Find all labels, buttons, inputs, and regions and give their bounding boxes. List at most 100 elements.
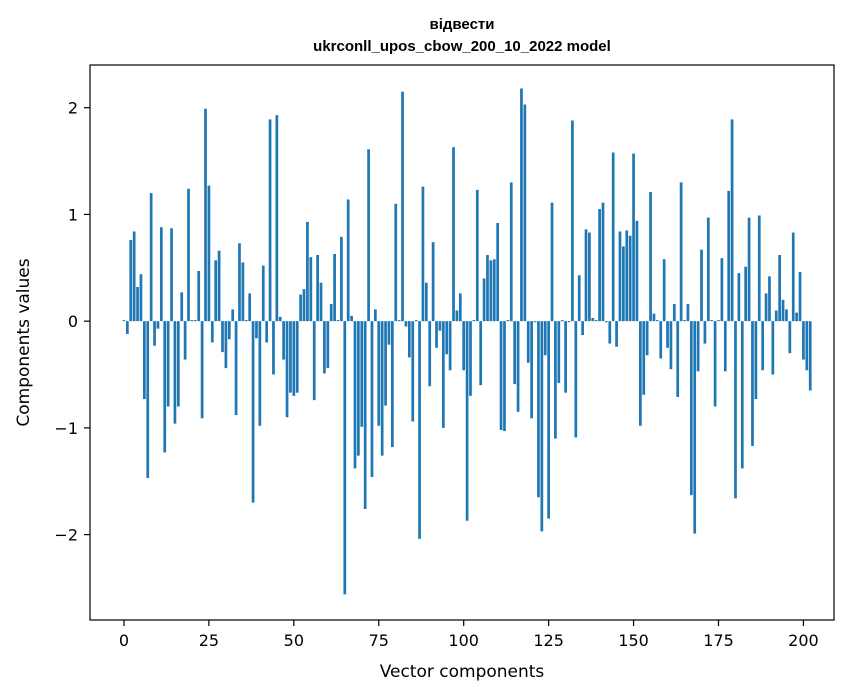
bar xyxy=(319,282,323,322)
x-tick-label: 125 xyxy=(533,631,564,650)
bar xyxy=(299,294,302,322)
bar xyxy=(424,282,428,322)
bar xyxy=(465,321,469,521)
bar xyxy=(679,182,683,322)
bar xyxy=(146,321,150,479)
bar xyxy=(482,278,486,322)
bar xyxy=(306,221,309,322)
bar xyxy=(676,321,680,397)
bar xyxy=(540,321,544,532)
bar xyxy=(170,228,173,322)
x-tick-label: 175 xyxy=(703,631,734,650)
bar xyxy=(686,304,690,322)
bar xyxy=(143,321,146,400)
bar xyxy=(492,259,496,322)
bar xyxy=(428,321,432,387)
bar xyxy=(655,320,659,322)
bar xyxy=(340,236,343,322)
bar xyxy=(547,321,550,519)
bar xyxy=(149,193,153,322)
bar xyxy=(445,321,449,355)
bar xyxy=(781,299,785,322)
bar xyxy=(336,320,340,322)
bar xyxy=(190,320,194,322)
y-tick-label: −2 xyxy=(54,526,78,545)
bar xyxy=(666,321,669,348)
bar xyxy=(231,309,235,322)
y-tick-label: 1 xyxy=(68,205,78,224)
bar xyxy=(635,220,639,322)
bar xyxy=(261,265,265,322)
bar xyxy=(727,190,731,322)
x-tick-label: 100 xyxy=(448,631,479,650)
bar xyxy=(193,320,197,322)
bar xyxy=(751,321,754,447)
bar xyxy=(581,321,584,336)
bar xyxy=(744,266,748,322)
bar xyxy=(241,262,245,322)
bar xyxy=(183,321,187,360)
bar xyxy=(360,321,364,427)
bar xyxy=(754,321,758,400)
bar xyxy=(207,185,211,322)
bar xyxy=(255,321,258,339)
x-axis-ticks: 0 25 50 75 100 125 150 175 200 xyxy=(119,620,819,650)
bar xyxy=(594,320,598,322)
bar xyxy=(278,316,282,322)
bar xyxy=(387,321,391,345)
bar xyxy=(720,258,724,322)
bar xyxy=(357,321,360,456)
bar xyxy=(462,321,466,371)
bar xyxy=(554,321,557,439)
bar xyxy=(431,242,435,322)
bar xyxy=(329,304,333,322)
bar xyxy=(574,321,578,438)
bar xyxy=(187,188,190,322)
bar-series xyxy=(122,88,812,595)
bar xyxy=(302,289,306,322)
x-tick-label: 50 xyxy=(284,631,304,650)
bar xyxy=(526,321,530,363)
bar xyxy=(601,202,605,322)
bar xyxy=(757,215,761,322)
bar xyxy=(139,274,143,322)
bar xyxy=(591,317,595,322)
bar xyxy=(153,321,156,346)
bar xyxy=(723,321,727,372)
chart-title-line1: відвести xyxy=(430,16,495,33)
bar xyxy=(333,253,336,322)
bar xyxy=(224,321,228,369)
y-axis-label: Components values xyxy=(14,258,34,426)
bar xyxy=(238,243,241,322)
bar xyxy=(204,108,207,322)
bar xyxy=(734,321,737,499)
bar xyxy=(258,321,262,426)
bar xyxy=(268,119,272,322)
bar xyxy=(472,320,476,322)
bar xyxy=(805,321,809,371)
bar xyxy=(217,250,221,322)
bar xyxy=(543,321,547,356)
bar xyxy=(156,321,160,329)
bar xyxy=(265,321,269,343)
bar xyxy=(785,309,788,322)
bar xyxy=(608,321,612,344)
bar xyxy=(441,321,445,428)
bar xyxy=(628,235,632,322)
bar xyxy=(316,254,319,322)
bar xyxy=(404,321,408,327)
y-tick-label: 0 xyxy=(68,312,78,331)
bar xyxy=(234,321,238,416)
bar xyxy=(649,192,652,322)
bar xyxy=(159,227,163,322)
bar xyxy=(618,231,622,322)
bar xyxy=(611,152,615,322)
bar xyxy=(479,321,483,386)
bar xyxy=(374,309,377,322)
bar xyxy=(377,321,381,426)
plot-frame xyxy=(89,64,835,621)
bar xyxy=(122,320,126,322)
bar xyxy=(414,320,418,322)
bar xyxy=(343,321,347,595)
bar xyxy=(798,272,802,322)
